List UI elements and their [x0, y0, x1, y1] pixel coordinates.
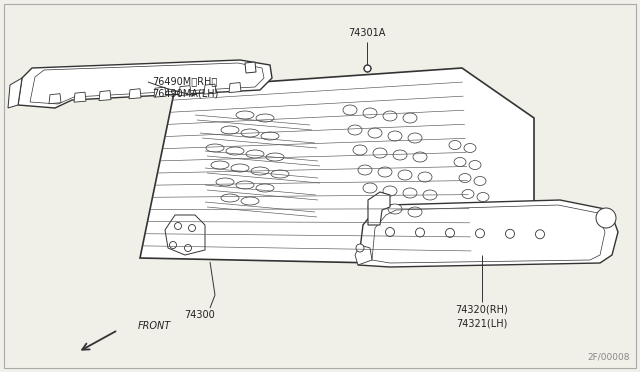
Ellipse shape — [474, 176, 486, 186]
Ellipse shape — [343, 105, 357, 115]
Circle shape — [385, 228, 394, 237]
Text: 2F/00008: 2F/00008 — [588, 353, 630, 362]
Ellipse shape — [393, 150, 407, 160]
Ellipse shape — [373, 148, 387, 158]
Ellipse shape — [353, 145, 367, 155]
Text: 74300: 74300 — [184, 310, 216, 320]
Polygon shape — [99, 91, 111, 100]
Ellipse shape — [261, 132, 279, 140]
Ellipse shape — [388, 204, 402, 214]
Polygon shape — [229, 83, 241, 93]
Ellipse shape — [383, 111, 397, 121]
Ellipse shape — [266, 153, 284, 161]
Ellipse shape — [221, 126, 239, 134]
Ellipse shape — [231, 164, 249, 172]
Ellipse shape — [221, 194, 239, 202]
Circle shape — [170, 241, 177, 248]
Ellipse shape — [358, 165, 372, 175]
Ellipse shape — [241, 197, 259, 205]
Ellipse shape — [363, 108, 377, 118]
Circle shape — [356, 244, 364, 252]
Polygon shape — [179, 86, 191, 96]
Ellipse shape — [206, 144, 224, 152]
Text: 76490M（RH）: 76490M（RH） — [152, 76, 217, 86]
Polygon shape — [74, 92, 86, 102]
Ellipse shape — [388, 131, 402, 141]
Circle shape — [506, 229, 515, 238]
Ellipse shape — [477, 192, 489, 202]
Ellipse shape — [408, 207, 422, 217]
Ellipse shape — [449, 141, 461, 150]
Circle shape — [596, 208, 616, 228]
Circle shape — [189, 224, 195, 231]
Text: FRONT: FRONT — [138, 321, 172, 331]
Ellipse shape — [256, 114, 274, 122]
Text: 74320(RH): 74320(RH) — [456, 305, 508, 315]
Circle shape — [476, 229, 484, 238]
Ellipse shape — [469, 160, 481, 170]
Polygon shape — [154, 87, 166, 97]
Polygon shape — [368, 192, 390, 225]
Ellipse shape — [464, 144, 476, 153]
Ellipse shape — [256, 184, 274, 192]
Polygon shape — [165, 215, 205, 255]
Text: 74321(LH): 74321(LH) — [456, 318, 508, 328]
Ellipse shape — [271, 170, 289, 178]
Circle shape — [415, 228, 424, 237]
Ellipse shape — [454, 157, 466, 167]
Ellipse shape — [226, 147, 244, 155]
Text: 76490MA(LH): 76490MA(LH) — [152, 88, 218, 98]
Circle shape — [175, 222, 182, 230]
Ellipse shape — [211, 161, 229, 169]
Ellipse shape — [462, 189, 474, 199]
Polygon shape — [49, 94, 61, 104]
Ellipse shape — [383, 186, 397, 196]
Polygon shape — [140, 68, 534, 265]
Circle shape — [536, 230, 545, 239]
Polygon shape — [358, 200, 618, 267]
Polygon shape — [8, 78, 22, 108]
Ellipse shape — [246, 150, 264, 158]
Ellipse shape — [459, 173, 471, 183]
Ellipse shape — [423, 190, 437, 200]
Polygon shape — [355, 245, 372, 265]
Ellipse shape — [413, 152, 427, 162]
Ellipse shape — [368, 202, 382, 212]
Ellipse shape — [403, 113, 417, 123]
Ellipse shape — [236, 111, 254, 119]
Ellipse shape — [348, 125, 362, 135]
Ellipse shape — [241, 129, 259, 137]
Ellipse shape — [408, 133, 422, 143]
Ellipse shape — [251, 167, 269, 175]
Ellipse shape — [216, 178, 234, 186]
Polygon shape — [129, 89, 141, 99]
Ellipse shape — [418, 172, 432, 182]
Ellipse shape — [363, 183, 377, 193]
Ellipse shape — [398, 170, 412, 180]
Polygon shape — [18, 60, 272, 108]
Circle shape — [445, 228, 454, 237]
Text: 74301A: 74301A — [348, 28, 386, 38]
Polygon shape — [204, 84, 216, 94]
Ellipse shape — [378, 167, 392, 177]
Circle shape — [184, 244, 191, 251]
Ellipse shape — [403, 188, 417, 198]
Ellipse shape — [368, 128, 382, 138]
Ellipse shape — [236, 181, 254, 189]
Polygon shape — [245, 62, 256, 73]
